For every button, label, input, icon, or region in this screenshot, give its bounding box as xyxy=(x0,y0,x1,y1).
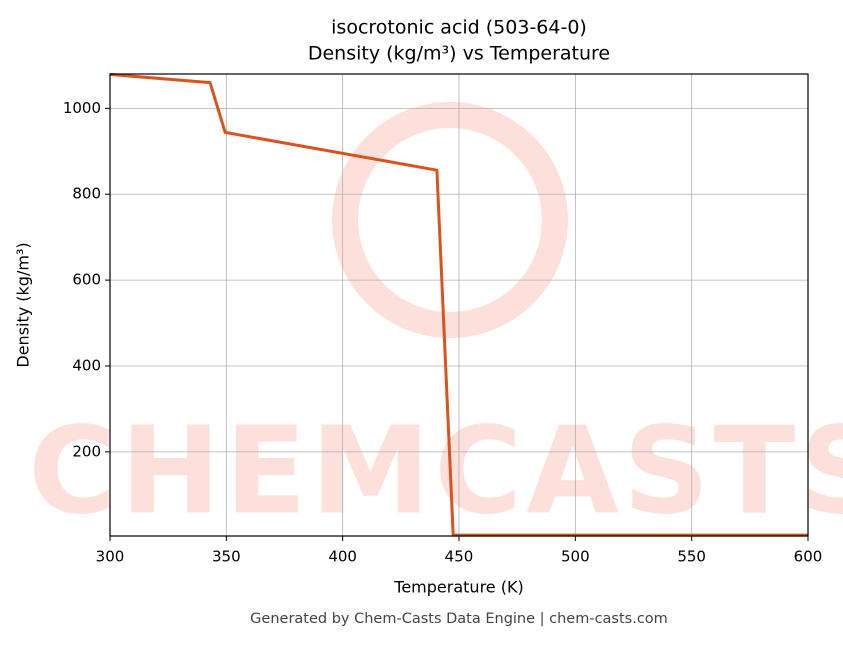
x-tick-label: 400 xyxy=(328,548,357,566)
plot-frame xyxy=(109,73,809,537)
y-tick-label: 800 xyxy=(72,185,101,203)
x-axis-label: Temperature (K) xyxy=(393,578,523,597)
watermark-logo xyxy=(332,102,568,338)
y-tick-label: 1000 xyxy=(63,99,101,117)
x-tick-label: 600 xyxy=(794,548,823,566)
y-axis-label: Density (kg/m³) xyxy=(14,242,33,367)
chart-subtitle: Density (kg/m³) vs Temperature xyxy=(308,43,610,65)
y-tick-label: 200 xyxy=(72,442,101,460)
y-tick-label: 600 xyxy=(72,271,101,289)
line xyxy=(109,72,808,537)
x-tick-label: 550 xyxy=(677,548,706,566)
y-tick-label: 400 xyxy=(72,356,101,374)
x-tick-label: 350 xyxy=(212,548,241,566)
footer: Generated by Chem-Casts Data Engine | ch… xyxy=(250,611,668,627)
x-tick-label: 500 xyxy=(561,548,590,566)
watermark: CHEMCASTS xyxy=(28,403,843,542)
x-tick-label: 300 xyxy=(96,548,125,566)
x-tick-label: 450 xyxy=(445,548,474,566)
chart-title: isocrotonic acid (503-64-0) xyxy=(331,17,587,39)
